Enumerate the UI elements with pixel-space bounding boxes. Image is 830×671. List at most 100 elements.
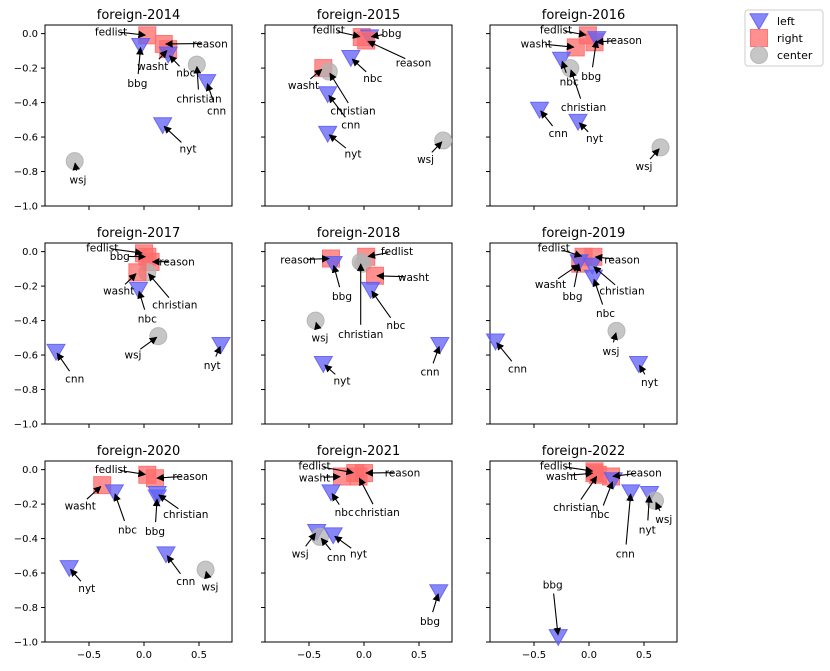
annotation-arrow bbox=[166, 555, 181, 575]
annotation-label-nyt: nyt bbox=[586, 133, 603, 145]
annotation-label-bbg: bbg bbox=[581, 71, 601, 83]
annotation-arrow bbox=[323, 466, 354, 476]
point-cnn bbox=[430, 337, 450, 355]
annotation-label-nbc: nbc bbox=[176, 68, 195, 80]
annotation-arrow bbox=[612, 471, 636, 480]
point-christian bbox=[588, 465, 607, 484]
point-nbc bbox=[551, 51, 572, 70]
panel-title: foreign-2020 bbox=[97, 444, 180, 459]
annotation-arrow bbox=[137, 290, 146, 310]
annotation-arrow bbox=[610, 332, 618, 343]
annotation-label-fedlist: fedlist bbox=[95, 26, 127, 38]
annotation-label-cnn: cnn bbox=[616, 549, 635, 561]
point-christian bbox=[319, 62, 338, 81]
annotation-label-wsj: wsj bbox=[70, 175, 87, 187]
annotation-arrow bbox=[432, 593, 440, 613]
panel-title: foreign-2021 bbox=[317, 444, 400, 459]
annotation-label-nbc: nbc bbox=[590, 509, 609, 521]
y-tick-label: −1.0 bbox=[14, 420, 38, 431]
annotation-arrow bbox=[496, 342, 513, 362]
annotation-arrow bbox=[204, 570, 212, 580]
annotation-arrow bbox=[351, 58, 367, 73]
point-reason bbox=[357, 31, 376, 50]
point-nbc bbox=[104, 484, 125, 502]
annotation-label-christian: christian bbox=[163, 509, 208, 521]
annotation-arrow bbox=[645, 494, 653, 521]
legend: left right center bbox=[744, 9, 824, 67]
panel-foreign-2014: foreign-2014 0.0 −0.2 −0.4 −0.6 −0.8 −1.0 fedli… bbox=[14, 8, 233, 213]
annotation-arrow bbox=[205, 83, 215, 103]
point-nyt bbox=[211, 337, 231, 355]
annotation-label-cnn: cnn bbox=[327, 552, 346, 564]
annotation-label-bbg: bbg bbox=[110, 251, 130, 263]
annotation-label-fedlist: fedlist bbox=[313, 25, 345, 37]
annotation-arrow bbox=[376, 272, 405, 280]
annotation-arrow bbox=[119, 469, 147, 478]
annotation-arrow bbox=[358, 477, 374, 505]
y-tick-label: −0.8 bbox=[14, 385, 38, 396]
point-bbg bbox=[428, 584, 449, 602]
annotation-arrow bbox=[56, 352, 71, 372]
legend-marker-left bbox=[749, 13, 769, 31]
annotation-label-nbc: nbc bbox=[363, 73, 382, 85]
axes-frame bbox=[489, 460, 678, 643]
panel-title: foreign-2019 bbox=[542, 226, 625, 241]
annotation-label-reason: reason bbox=[396, 57, 432, 69]
y-tick-label: −0.2 bbox=[14, 282, 38, 293]
annotation-label-nyt: nyt bbox=[350, 549, 367, 561]
legend-label: center bbox=[777, 49, 813, 62]
annotation-arrow bbox=[370, 31, 383, 40]
annotation-label-bbg: bbg bbox=[543, 580, 563, 592]
annotation-label-wsj: wsj bbox=[417, 154, 434, 166]
y-tick-label: −0.4 bbox=[14, 98, 38, 109]
annotation-label-bbg: bbg bbox=[382, 28, 402, 40]
markers bbox=[46, 244, 231, 362]
annotation-label-wsj: wsj bbox=[636, 161, 653, 173]
point-cnn bbox=[156, 546, 176, 564]
annotation-label-cnn: cnn bbox=[176, 576, 195, 588]
annotation-label-fedlist: fedlist bbox=[540, 25, 572, 37]
x-tick-label: 0.0 bbox=[581, 650, 597, 661]
point-nbc bbox=[583, 269, 604, 288]
x-tick-label: 0.5 bbox=[636, 650, 652, 661]
annotation-label-bbg: bbg bbox=[145, 526, 165, 538]
y-tick-label: −0.2 bbox=[14, 500, 38, 511]
annotation-label-fedlist: fedlist bbox=[95, 464, 127, 476]
annotation-label-christian: christian bbox=[553, 502, 598, 514]
point-wsj bbox=[306, 311, 325, 330]
annotation-label-nyt: nyt bbox=[180, 144, 197, 156]
annotation-arrow bbox=[328, 134, 347, 149]
y-tick-label: −1.0 bbox=[14, 202, 38, 213]
annotation-label-reason: reason bbox=[626, 468, 662, 480]
legend-marker-center bbox=[750, 46, 768, 64]
annotation-label-bbg: bbg bbox=[127, 78, 147, 90]
legend-item-right: right bbox=[750, 29, 804, 47]
y-tick-label: 0.0 bbox=[22, 247, 38, 258]
annotation-label-bbg: bbg bbox=[332, 291, 352, 303]
annotations: fedlistreasonwashtbbgnbcchristiancnnnytw… bbox=[70, 26, 228, 186]
annotation-label-washt: washt bbox=[521, 38, 552, 50]
annotation-label-reason: reason bbox=[604, 255, 640, 267]
axes-frame bbox=[264, 460, 453, 643]
annotation-label-christian: christian bbox=[152, 300, 197, 312]
panel-title: foreign-2014 bbox=[97, 8, 180, 23]
annotation-label-christian: christian bbox=[599, 286, 644, 298]
annotation-label-christian: christian bbox=[561, 102, 606, 114]
y-tick-label: −0.4 bbox=[14, 316, 38, 327]
point-cnn bbox=[46, 343, 66, 362]
annotation-label-nbc: nbc bbox=[596, 308, 615, 320]
panel-title: foreign-2018 bbox=[317, 226, 400, 241]
annotation-label-reason: reason bbox=[606, 35, 642, 47]
point-cnn bbox=[317, 86, 338, 104]
axes-frame bbox=[264, 24, 453, 207]
axes-frame bbox=[489, 242, 678, 425]
markers bbox=[485, 247, 649, 374]
panel-title: foreign-2017 bbox=[97, 226, 180, 241]
markers bbox=[548, 462, 664, 647]
